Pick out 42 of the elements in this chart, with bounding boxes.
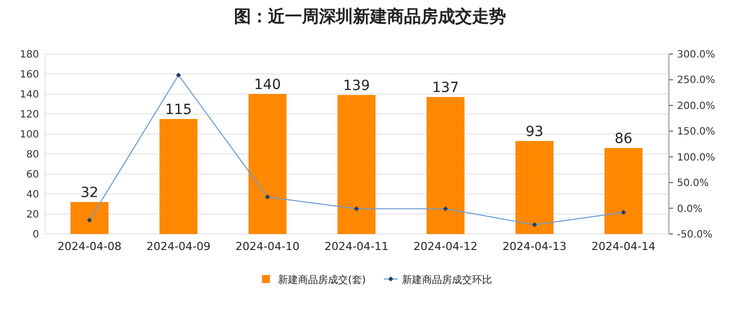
x-tick-label: 2024-04-13	[502, 240, 566, 253]
x-tick-label: 2024-04-12	[414, 240, 478, 253]
y-tick-label: 140	[20, 90, 39, 100]
y2-tick-label: 300.0%	[677, 50, 716, 60]
chart-title: 图：近一周深圳新建商品房成交走势	[234, 7, 506, 27]
bar	[160, 119, 198, 234]
y-tick-label: 160	[20, 70, 39, 80]
y-tick-label: 60	[26, 170, 39, 180]
bar	[248, 94, 286, 234]
data-label: 115	[165, 102, 192, 118]
y2-tick-label: 100.0%	[677, 152, 716, 164]
y2-tick-label: 250.0%	[677, 75, 716, 86]
y-tick-label: 180	[20, 50, 39, 60]
y2-tick-label: 50.0%	[677, 178, 709, 190]
bar	[70, 202, 108, 234]
y-tick-label: 100	[20, 130, 39, 140]
y-tick-label: 0	[32, 230, 39, 240]
legend-label: 新建商品房成交环比	[402, 274, 492, 286]
x-tick-label: 2024-04-08	[58, 240, 122, 253]
data-label: 86	[614, 131, 632, 147]
legend-label: 新建商品房成交(套)	[278, 274, 366, 286]
data-label: 139	[343, 78, 370, 94]
y-tick-label: 40	[26, 190, 39, 200]
x-tick-label: 2024-04-14	[592, 240, 656, 253]
data-label: 32	[80, 185, 98, 201]
data-label: 93	[526, 124, 544, 140]
y2-tick-label: -50.0%	[677, 230, 712, 240]
x-tick-label: 2024-04-11	[324, 240, 388, 253]
bar	[338, 95, 376, 234]
y2-tick-label: 0.0%	[677, 204, 702, 215]
x-tick-label: 2024-04-09	[146, 240, 210, 253]
bar	[604, 148, 642, 234]
y2-tick-label: 200.0%	[677, 100, 716, 112]
bar	[516, 141, 554, 234]
data-label: 137	[432, 80, 459, 96]
data-label: 140	[254, 77, 281, 93]
y-tick-label: 20	[26, 210, 39, 220]
y-tick-label: 120	[20, 110, 39, 120]
bar	[426, 97, 464, 234]
y-tick-label: 80	[26, 150, 39, 160]
y2-tick-label: 150.0%	[677, 126, 716, 138]
x-tick-label: 2024-04-10	[236, 240, 300, 253]
